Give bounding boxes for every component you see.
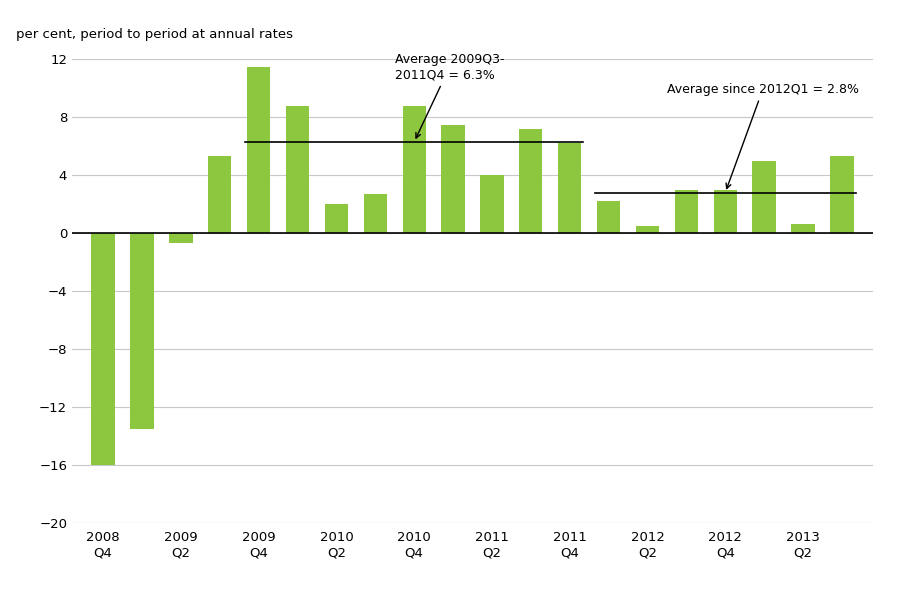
Bar xyxy=(247,67,270,233)
Bar xyxy=(481,175,504,233)
Bar xyxy=(130,233,154,429)
Bar xyxy=(791,225,814,233)
Bar xyxy=(714,189,737,233)
Bar xyxy=(558,143,581,233)
Bar xyxy=(286,106,310,233)
Bar xyxy=(92,233,115,465)
Bar xyxy=(675,189,698,233)
Bar xyxy=(752,161,776,233)
Text: per cent, period to period at annual rates: per cent, period to period at annual rat… xyxy=(16,28,292,41)
Bar xyxy=(402,106,426,233)
Bar xyxy=(169,233,193,244)
Bar xyxy=(519,129,543,233)
Text: Average 2009Q3-
2011Q4 = 6.3%: Average 2009Q3- 2011Q4 = 6.3% xyxy=(395,53,504,138)
Bar xyxy=(441,125,464,233)
Bar xyxy=(325,204,348,233)
Bar xyxy=(830,156,853,233)
Bar xyxy=(635,226,659,233)
Bar xyxy=(364,194,387,233)
Bar xyxy=(597,201,620,233)
Text: Average since 2012Q1 = 2.8%: Average since 2012Q1 = 2.8% xyxy=(667,83,859,188)
Bar xyxy=(208,156,231,233)
